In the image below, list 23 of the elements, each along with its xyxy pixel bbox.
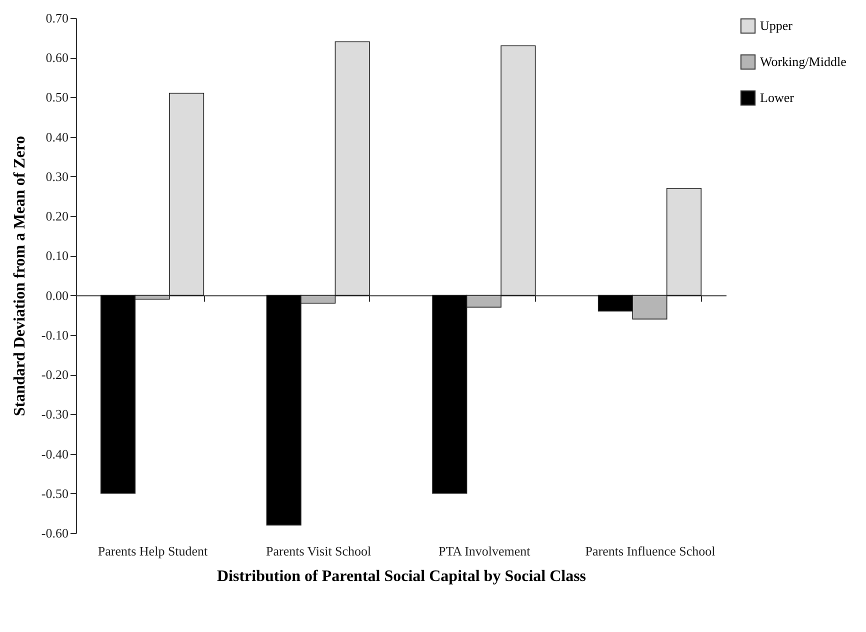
y-tick-label: -0.50 [41, 486, 68, 501]
x-tick-label: Parents Visit School [266, 544, 372, 558]
y-tick-label: 0.70 [46, 10, 68, 26]
y-tick-label: 0.40 [46, 129, 68, 144]
x-axis-title: Distribution of Parental Social Capital by Social Class [216, 568, 586, 585]
y-tick-label: 0.50 [46, 90, 68, 105]
y-tick-label: 0.20 [46, 208, 68, 224]
y-tick-label: 0.10 [46, 248, 68, 264]
y-tick-label: 0.00 [46, 288, 68, 303]
legend-label: Working/Middle [760, 54, 847, 69]
legend-label: Upper [760, 18, 794, 33]
x-tick-label: Parents Help Student [98, 544, 208, 558]
y-tick-label: 0.30 [46, 168, 68, 184]
legend-label: Lower [760, 90, 795, 105]
y-tick-label: -0.60 [41, 526, 68, 540]
x-tick-label: PTA Involvement [438, 544, 531, 558]
y-tick-label: -0.30 [41, 406, 68, 422]
y-tick-label: -0.40 [41, 446, 68, 462]
y-axis-title: Standard Deviation from a Mean of Zero [11, 136, 28, 416]
y-tick-label: -0.20 [41, 367, 68, 382]
x-tick-label: Parents Influence School [585, 544, 716, 558]
y-tick-label: -0.10 [41, 327, 68, 342]
y-tick-label: 0.60 [46, 50, 68, 66]
